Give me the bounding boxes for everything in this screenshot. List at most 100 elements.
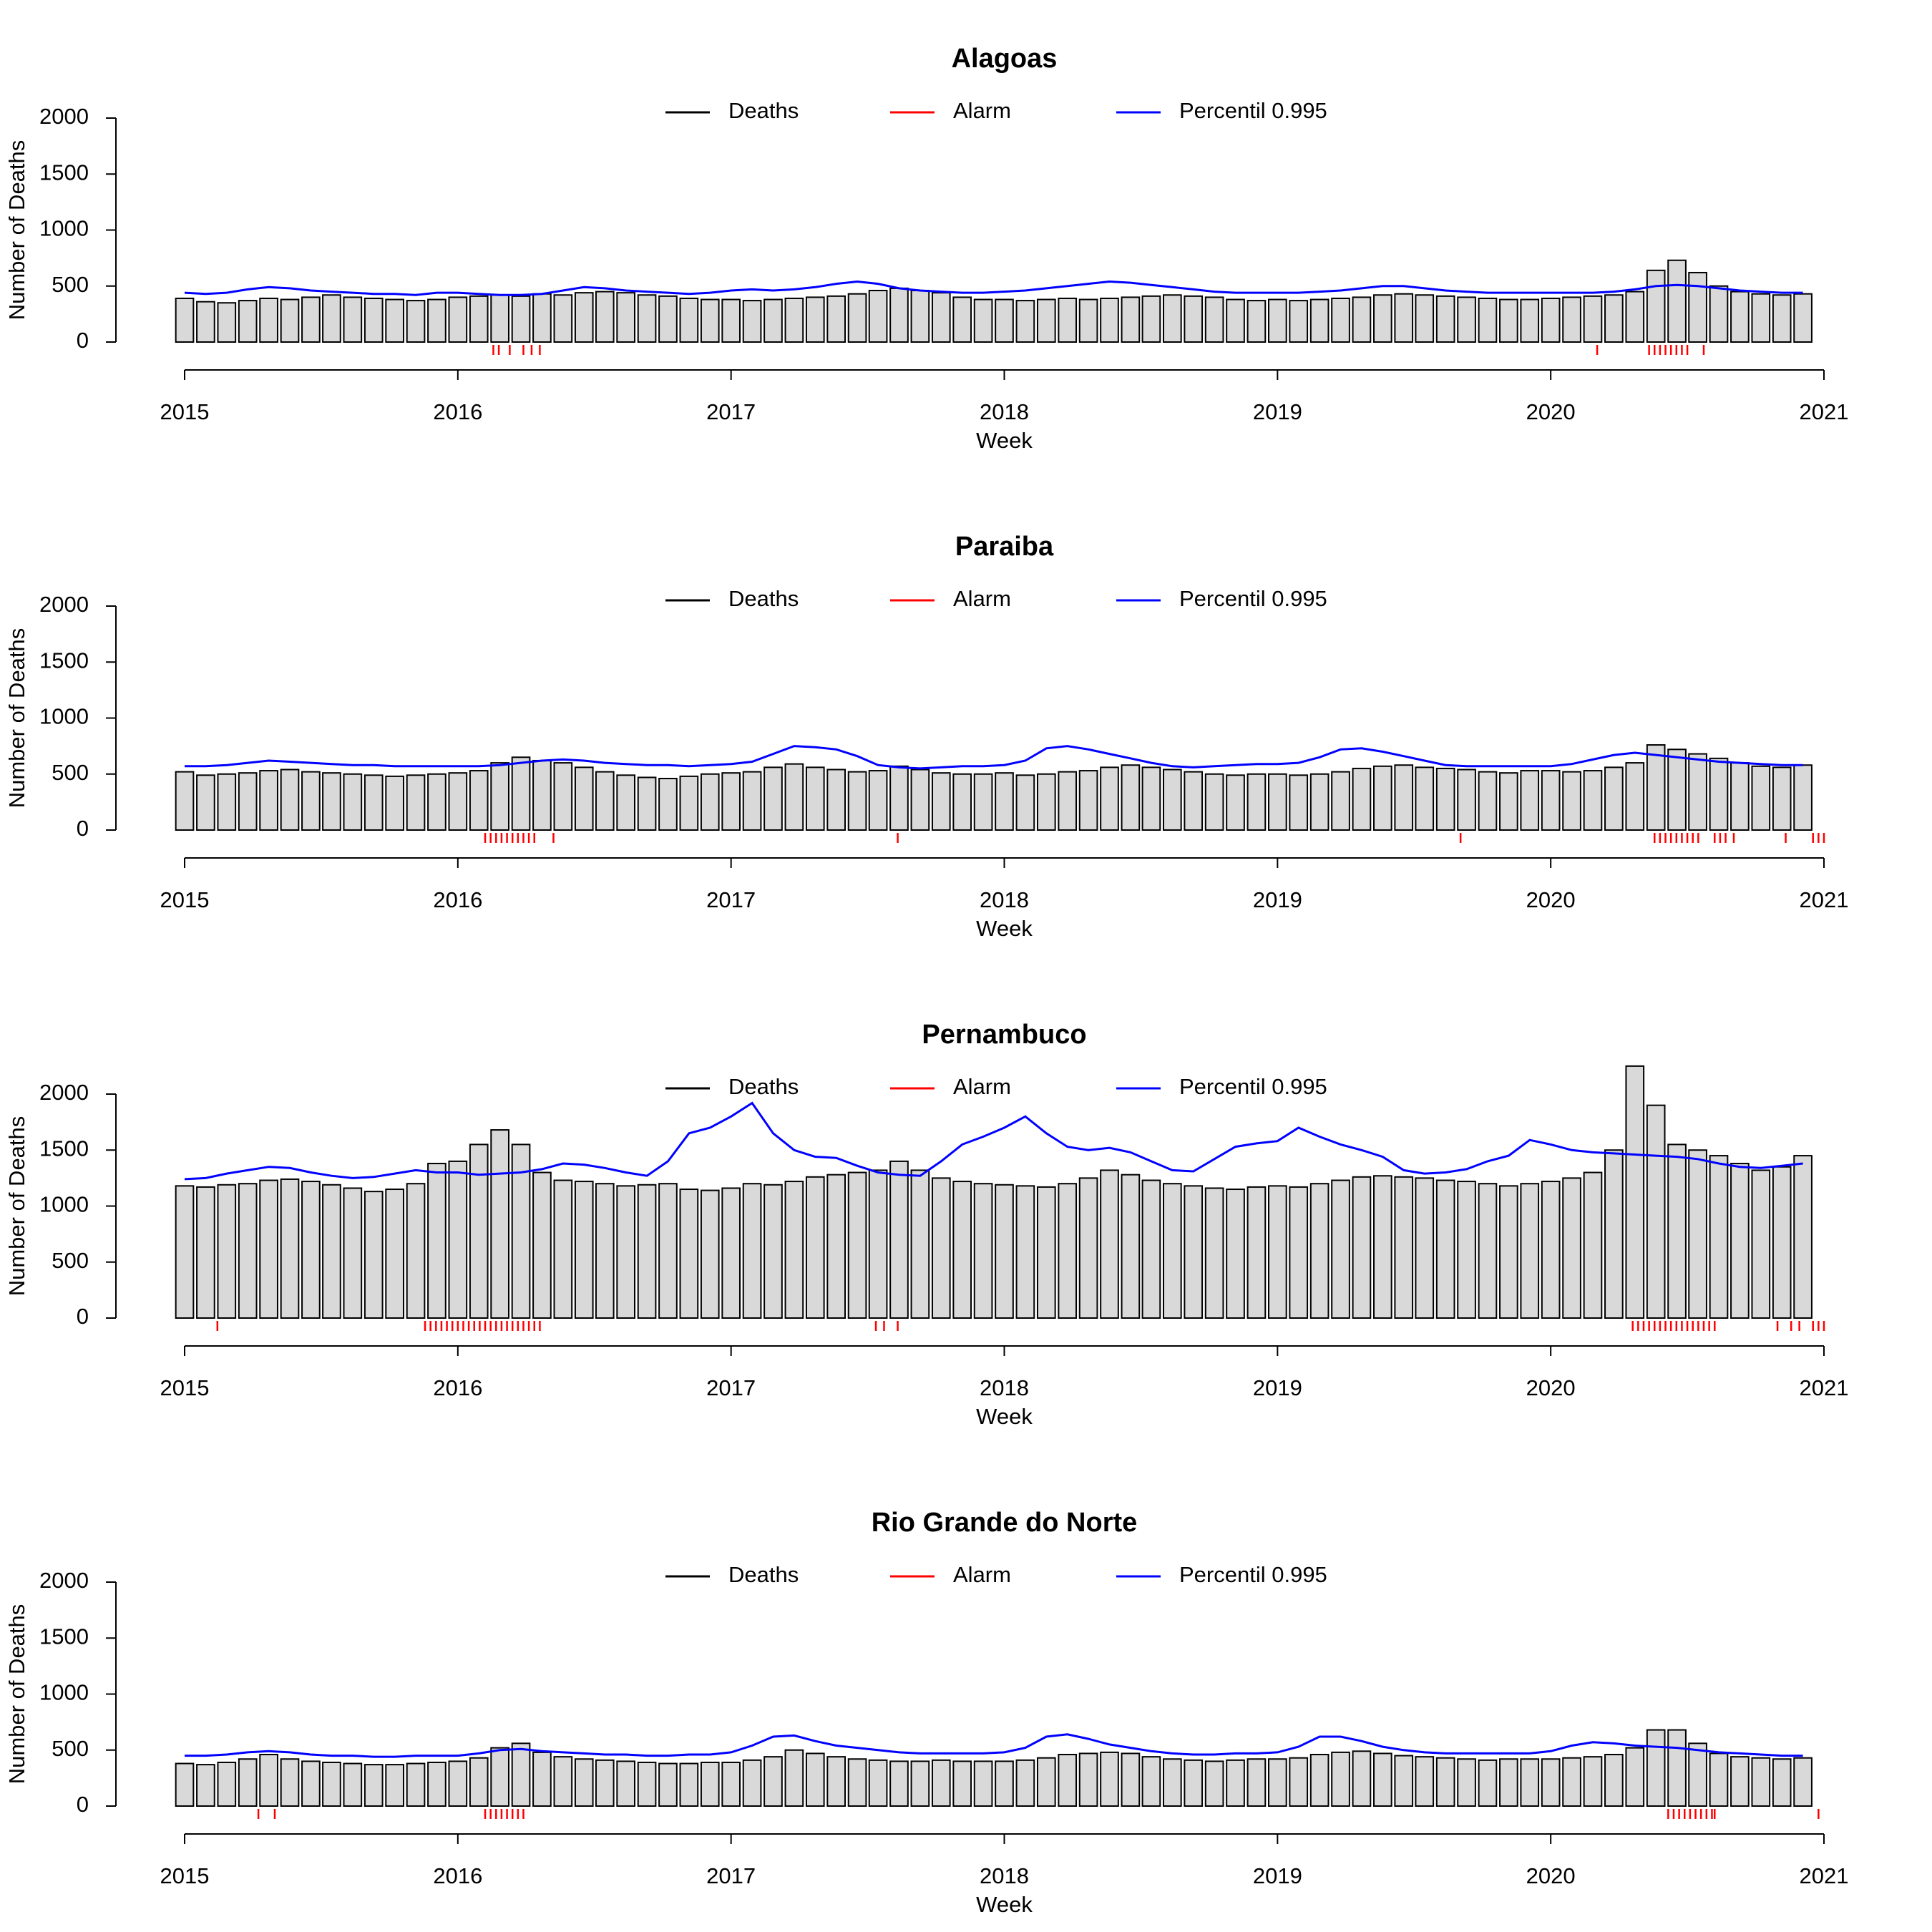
- bar: [238, 1758, 258, 1807]
- bar: [973, 1183, 993, 1319]
- x-tick-label: 2019: [1253, 887, 1302, 912]
- percentile-line: [184, 280, 1803, 296]
- bar: [595, 771, 615, 831]
- bar: [1793, 1155, 1813, 1319]
- bar: [1604, 294, 1624, 343]
- bar: [805, 1752, 825, 1807]
- bar: [1415, 766, 1435, 831]
- bar: [1058, 1183, 1078, 1319]
- bar: [427, 298, 447, 343]
- bar: [1309, 1754, 1330, 1807]
- x-tick-label: 2019: [1253, 1375, 1302, 1400]
- bar: [721, 298, 741, 343]
- bar: [868, 770, 888, 831]
- bar: [1015, 300, 1035, 343]
- bar: [1435, 295, 1455, 343]
- bar: [1520, 1183, 1540, 1319]
- x-tick-label: 2018: [980, 1863, 1029, 1888]
- chart-title: Pernambuco: [922, 1020, 1086, 1050]
- bar: [847, 293, 867, 343]
- bar: [1772, 1166, 1792, 1319]
- bar: [1688, 753, 1707, 831]
- bar: [1058, 1754, 1078, 1807]
- bar: [1204, 1760, 1224, 1807]
- x-tick-label: 2020: [1526, 1863, 1576, 1888]
- bar: [322, 1761, 341, 1807]
- bar: [1478, 771, 1498, 831]
- bar: [1267, 1185, 1287, 1319]
- bar: [406, 774, 426, 831]
- bar: [1520, 770, 1540, 831]
- bar: [574, 1181, 594, 1319]
- bar: [343, 1762, 363, 1807]
- bar: [847, 771, 867, 831]
- bar: [658, 1762, 678, 1807]
- bar: [910, 1169, 930, 1319]
- bar: [1730, 1756, 1750, 1807]
- bar: [1204, 773, 1224, 831]
- bar: [763, 1756, 783, 1807]
- x-tick-label: 2015: [160, 887, 210, 912]
- bar: [259, 1754, 278, 1807]
- percentile-line: [185, 1733, 1803, 1758]
- bar: [301, 1760, 321, 1807]
- x-tick-label: 2017: [706, 1375, 756, 1400]
- bar: [616, 1185, 635, 1319]
- bar: [1604, 1754, 1624, 1807]
- bar: [1309, 1183, 1330, 1319]
- x-tick-label: 2020: [1526, 1375, 1576, 1400]
- bar: [490, 1129, 509, 1319]
- bar: [511, 295, 531, 343]
- bar: [931, 772, 951, 831]
- bar: [1793, 764, 1813, 831]
- bar: [742, 771, 762, 831]
- bar: [1246, 773, 1267, 831]
- panel: Rio Grande do Norte Deaths Alarm Percentil …: [4, 1508, 1848, 1917]
- y-tick-label: 2000: [39, 1568, 89, 1593]
- bar: [1352, 1750, 1372, 1807]
- bar: [280, 298, 300, 343]
- bar: [1184, 295, 1204, 343]
- bar: [1604, 766, 1624, 831]
- bar: [1435, 767, 1455, 831]
- bar: [595, 1183, 615, 1319]
- bar: [532, 1171, 552, 1319]
- bar: [700, 773, 720, 831]
- bar: [1121, 1752, 1141, 1807]
- bar: [1583, 1756, 1603, 1807]
- y-tick-label: 2000: [39, 104, 89, 129]
- x-tick-label: 2020: [1526, 399, 1576, 424]
- bar: [1751, 1757, 1771, 1807]
- bar: [973, 1760, 993, 1807]
- bar: [721, 772, 741, 831]
- legend-label: Alarm: [953, 586, 1011, 611]
- bar: [1352, 1176, 1372, 1319]
- bar: [1184, 1185, 1204, 1319]
- bar: [700, 1761, 720, 1807]
- bar: [1267, 298, 1287, 343]
- y-tick-label: 500: [52, 1736, 89, 1761]
- bar: [1625, 1065, 1645, 1319]
- bar: [1121, 296, 1141, 343]
- legend-label: Alarm: [953, 98, 1011, 123]
- y-tick-label: 1500: [39, 648, 89, 673]
- x-axis-title: Week: [976, 916, 1033, 941]
- bar: [1331, 297, 1350, 343]
- bar: [364, 297, 384, 343]
- bar: [1478, 1183, 1498, 1319]
- bar: [1583, 1171, 1603, 1319]
- bar: [1184, 771, 1204, 831]
- bar: [574, 1758, 594, 1807]
- bar: [1058, 771, 1078, 831]
- panel: Alagoas Deaths Alarm Percentil 0.995 0 500 100…: [4, 44, 1848, 453]
- x-tick-label: 2019: [1253, 399, 1302, 424]
- bar: [1015, 1759, 1035, 1807]
- bar: [1352, 767, 1372, 831]
- bar: [995, 1760, 1014, 1807]
- bar: [1121, 1174, 1141, 1319]
- x-tick-label: 2016: [433, 399, 482, 424]
- bar: [490, 762, 509, 831]
- bar: [952, 1760, 972, 1807]
- x-tick-label: 2017: [706, 399, 756, 424]
- bar: [952, 296, 972, 343]
